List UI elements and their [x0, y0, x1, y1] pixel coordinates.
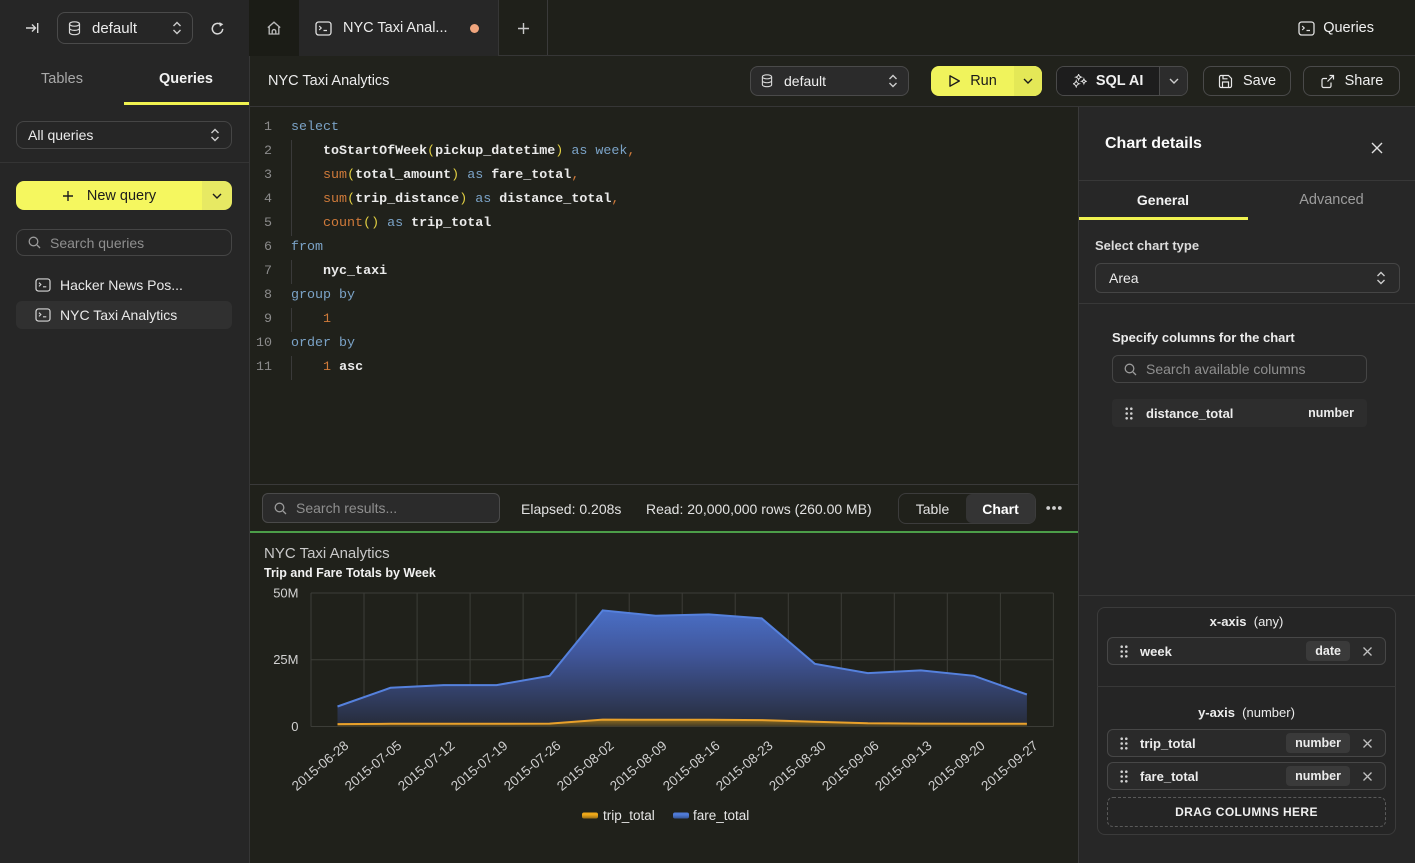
svg-text:25M: 25M — [273, 652, 298, 667]
svg-text:2015-09-20: 2015-09-20 — [925, 738, 988, 794]
svg-text:2015-09-06: 2015-09-06 — [819, 738, 882, 794]
svg-text:2015-08-09: 2015-08-09 — [607, 738, 670, 794]
svg-text:2015-08-23: 2015-08-23 — [713, 738, 776, 794]
svg-text:2015-09-27: 2015-09-27 — [978, 738, 1041, 794]
svg-text:2015-07-05: 2015-07-05 — [342, 738, 405, 794]
svg-text:2015-08-30: 2015-08-30 — [766, 738, 829, 794]
svg-text:fare_total: fare_total — [693, 808, 749, 823]
svg-text:2015-07-26: 2015-07-26 — [501, 738, 564, 794]
svg-text:2015-07-12: 2015-07-12 — [395, 738, 458, 794]
svg-text:50M: 50M — [273, 586, 298, 601]
svg-text:2015-06-28: 2015-06-28 — [289, 738, 352, 794]
svg-text:trip_total: trip_total — [603, 808, 655, 823]
svg-text:2015-09-13: 2015-09-13 — [872, 738, 935, 794]
svg-text:0: 0 — [291, 719, 298, 734]
svg-text:2015-08-16: 2015-08-16 — [660, 738, 723, 794]
svg-text:2015-08-02: 2015-08-02 — [554, 738, 617, 794]
svg-text:2015-07-19: 2015-07-19 — [448, 738, 511, 794]
